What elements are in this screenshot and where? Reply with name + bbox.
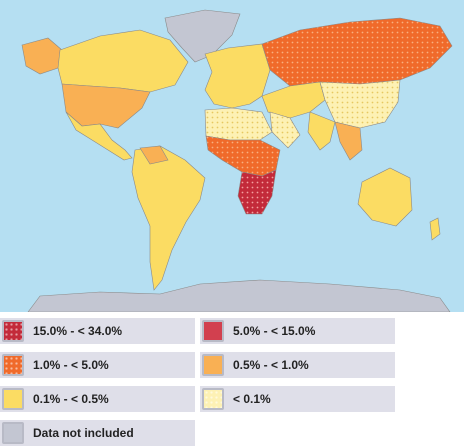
legend-item: 1.0% - < 5.0%: [0, 352, 195, 378]
legend-swatch: [202, 354, 224, 376]
australia: [357, 167, 413, 227]
southeast-asia: [334, 121, 363, 161]
legend-swatch: [2, 320, 24, 342]
new-zealand: [429, 217, 441, 241]
china: [319, 79, 401, 129]
legend-label: Data not included: [33, 426, 134, 440]
world-map: [0, 0, 464, 312]
legend-label: 0.5% - < 1.0%: [233, 358, 309, 372]
legend-label: 5.0% - < 15.0%: [233, 324, 316, 338]
legend-swatch: [202, 320, 224, 342]
mexico: [65, 111, 133, 161]
south-america: [131, 145, 206, 291]
legend-label: < 0.1%: [233, 392, 271, 406]
countries: [21, 9, 453, 312]
legend-item: 0.5% - < 1.0%: [200, 352, 395, 378]
legend-swatch: [202, 388, 224, 410]
legend: 15.0% - < 34.0% 5.0% - < 15.0% 1.0% - < 5.…: [0, 314, 464, 446]
legend-item: Data not included: [0, 420, 195, 446]
europe: [204, 43, 271, 109]
legend-swatch: [2, 354, 24, 376]
middle-east: [269, 111, 301, 149]
legend-label: 1.0% - < 5.0%: [33, 358, 109, 372]
north-africa: [204, 107, 273, 141]
legend-item: 0.1% - < 0.5%: [0, 386, 195, 412]
southern-africa: [237, 169, 277, 215]
legend-label: 0.1% - < 0.5%: [33, 392, 109, 406]
legend-item: 15.0% - < 34.0%: [0, 318, 195, 344]
legend-item: < 0.1%: [200, 386, 395, 412]
legend-label: 15.0% - < 34.0%: [33, 324, 123, 338]
legend-swatch: [2, 422, 24, 444]
legend-item: 5.0% - < 15.0%: [200, 318, 395, 344]
canada: [57, 29, 189, 93]
venezuela: [139, 145, 169, 165]
legend-swatch: [2, 388, 24, 410]
antarctica: [27, 279, 451, 312]
india: [307, 111, 336, 151]
